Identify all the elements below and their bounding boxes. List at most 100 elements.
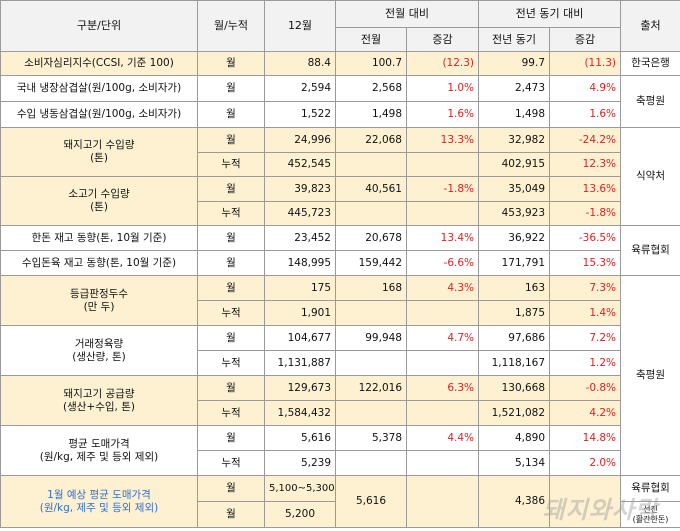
mom-cell bbox=[405, 475, 480, 528]
row-label-unit: (톤) bbox=[90, 201, 108, 213]
table-row: 누적 452,545 402,915 12.3% bbox=[0, 152, 680, 177]
period-cell: 누적 bbox=[197, 450, 265, 476]
prev-year-cell: 35,049 bbox=[478, 176, 551, 202]
value-cell: 129,673 bbox=[264, 375, 336, 401]
row-label-unit: (원/kg, 제주 및 등외 제외) bbox=[39, 450, 159, 463]
value-cell: 88.4 bbox=[264, 51, 336, 76]
yoy-cell: 13.6% bbox=[549, 176, 622, 202]
table-row: 소고기 수입량 (톤) 월 39,823 40,561 -1.8% 35,049… bbox=[0, 176, 680, 226]
yoy-cell: 7.2% bbox=[549, 325, 622, 351]
header-current-month: 12월 bbox=[264, 0, 336, 52]
yoy-cell bbox=[549, 475, 622, 528]
prev-month-cell: 5,378 bbox=[335, 425, 407, 451]
yoy-cell: 7.3% bbox=[549, 275, 622, 301]
row-label-main: 돼지고기 공급량 bbox=[63, 387, 135, 400]
yoy-cell: -1.8% bbox=[549, 201, 622, 226]
row-label-unit: (만 두) bbox=[83, 300, 115, 313]
value-cell: 104,677 bbox=[264, 325, 336, 351]
period-cell: 월 bbox=[197, 375, 265, 401]
prev-year-cell: 5,134 bbox=[478, 450, 551, 476]
yoy-cell: 4.2% bbox=[549, 400, 622, 426]
row-label: 소비자심리지수(CCSI, 기준 100) bbox=[0, 51, 198, 76]
prev-year-cell: 1,498 bbox=[478, 101, 551, 128]
header-source: 출처 bbox=[620, 0, 680, 52]
prev-month-cell bbox=[335, 400, 407, 426]
prev-month-cell bbox=[335, 450, 407, 476]
header-mom-change: 증감 bbox=[405, 27, 480, 52]
period-cell: 월 bbox=[197, 127, 265, 153]
mom-cell: 13.3% bbox=[405, 127, 480, 153]
table-row: 1월 예상 평균 도매가격 (원/kg, 제주 및 등외 제외) 월 5,100… bbox=[0, 475, 680, 528]
row-label-main: 돼지고기 수입량 bbox=[63, 139, 135, 152]
prev-month-cell: 159,442 bbox=[335, 250, 407, 276]
table-row: 평균 도매가격 (원/kg, 제주 및 등외 제외) 월 5,616 5,378… bbox=[0, 425, 680, 476]
row-label: 수입 냉동삼겹살(원/100g, 소비자가) bbox=[0, 101, 198, 128]
header-yoy-change: 증감 bbox=[549, 27, 622, 52]
mom-cell: 6.3% bbox=[405, 375, 480, 401]
source-cell: 육류협회 bbox=[620, 225, 680, 276]
prev-year-cell: 97,686 bbox=[478, 325, 551, 351]
value-cell: 1,522 bbox=[264, 101, 336, 128]
prev-year-cell: 2,473 bbox=[478, 75, 551, 102]
table-row: 한돈 재고 동향(톤, 10월 기준) 월 23,452 20,678 13.4… bbox=[0, 225, 680, 276]
value-cell: 24,996 bbox=[264, 127, 336, 153]
row-label: 수입돈육 재고 동향(톤, 10월 기준) bbox=[0, 250, 198, 276]
prev-year-cell: 1,521,082 bbox=[478, 400, 551, 426]
header-prev-month: 전월 bbox=[335, 27, 407, 52]
yoy-cell: 12.3% bbox=[549, 152, 622, 177]
mom-cell: 1.0% bbox=[405, 75, 480, 102]
header-yoy-group: 전년 동기 대비 bbox=[478, 0, 622, 28]
row-label: 돼지고기 공급량 (생산+수입, 톤) bbox=[0, 375, 198, 426]
prev-month-cell bbox=[335, 201, 407, 226]
row-label-unit: (생산+수입, 톤) bbox=[63, 400, 135, 413]
source-cell: 육류협회 bbox=[620, 475, 680, 502]
prev-year-cell: 1,118,167 bbox=[478, 350, 551, 376]
table-row: 거래정육량 (생산량, 톤) 월 104,677 99,948 4.7% 97,… bbox=[0, 325, 680, 376]
value-cell: 2,594 bbox=[264, 75, 336, 102]
period-cell: 월 bbox=[197, 225, 265, 251]
period-cell: 월 bbox=[197, 475, 265, 502]
prev-month-cell: 5,616 bbox=[335, 475, 407, 528]
row-label-main: 평균 도매가격 bbox=[68, 437, 130, 450]
row-label-unit: (톤) bbox=[90, 152, 108, 164]
prev-month-cell: 40,561 bbox=[335, 176, 407, 202]
period-cell: 월 bbox=[197, 275, 265, 301]
table-row: 수입돈육 재고 동향(톤, 10월 기준) 월 148,995 159,442 … bbox=[0, 250, 680, 276]
prev-year-cell: 4,890 bbox=[478, 425, 551, 451]
mom-cell bbox=[405, 450, 480, 476]
value-cell: 1,131,887 bbox=[264, 350, 336, 376]
mom-cell: -1.8% bbox=[405, 176, 480, 202]
yoy-cell: 1.4% bbox=[549, 300, 622, 326]
period-cell: 월 bbox=[197, 176, 265, 202]
header-mom-group: 전월 대비 bbox=[334, 0, 480, 28]
row-label-unit: (원/kg, 제주 및 등외 제외) bbox=[39, 501, 159, 514]
table-row: 돼지고기 수입량 (톤) 월 24,996 22,068 13.3% 32,98… bbox=[0, 127, 680, 226]
yoy-cell: 14.8% bbox=[549, 425, 622, 451]
period-cell: 월 bbox=[197, 501, 265, 528]
period-cell: 누적 bbox=[197, 400, 265, 426]
prev-month-cell: 1,498 bbox=[335, 101, 407, 128]
prev-month-cell: 168 bbox=[335, 275, 407, 301]
value-cell: 1,584,432 bbox=[264, 400, 336, 426]
row-label-main: 등급판정두수 bbox=[70, 287, 128, 300]
period-cell: 누적 bbox=[197, 152, 265, 177]
row-label: 돼지고기 수입량 (톤) bbox=[0, 127, 198, 177]
mom-cell: 4.7% bbox=[405, 325, 480, 351]
header-period-type: 월/누적 bbox=[197, 0, 265, 52]
prev-month-cell: 20,678 bbox=[335, 225, 407, 251]
yoy-cell: (11.3) bbox=[549, 51, 622, 76]
yoy-cell: 1.2% bbox=[549, 350, 622, 376]
mom-cell: 13.4% bbox=[405, 225, 480, 251]
table-row: 등급판정두수 (만 두) 월 175 168 4.3% 163 7.3% 축평원 bbox=[0, 275, 680, 476]
table-row: 수입 냉동삼겹살(원/100g, 소비자가) 월 1,522 1,498 1.6… bbox=[0, 101, 680, 128]
row-label: 평균 도매가격 (원/kg, 제주 및 등외 제외) bbox=[0, 425, 198, 476]
yoy-cell: 4.9% bbox=[549, 75, 622, 102]
value-cell: 452,545 bbox=[264, 152, 336, 177]
yoy-cell: -0.8% bbox=[549, 375, 622, 401]
table-row: 소비자심리지수(CCSI, 기준 100) 월 88.4 100.7 (12.3… bbox=[0, 51, 680, 76]
prev-month-cell bbox=[335, 152, 407, 177]
prev-year-cell: 163 bbox=[478, 275, 551, 301]
row-label-unit: (생산량, 톤) bbox=[72, 350, 126, 363]
row-label-main: 소고기 수입량 bbox=[68, 188, 130, 201]
